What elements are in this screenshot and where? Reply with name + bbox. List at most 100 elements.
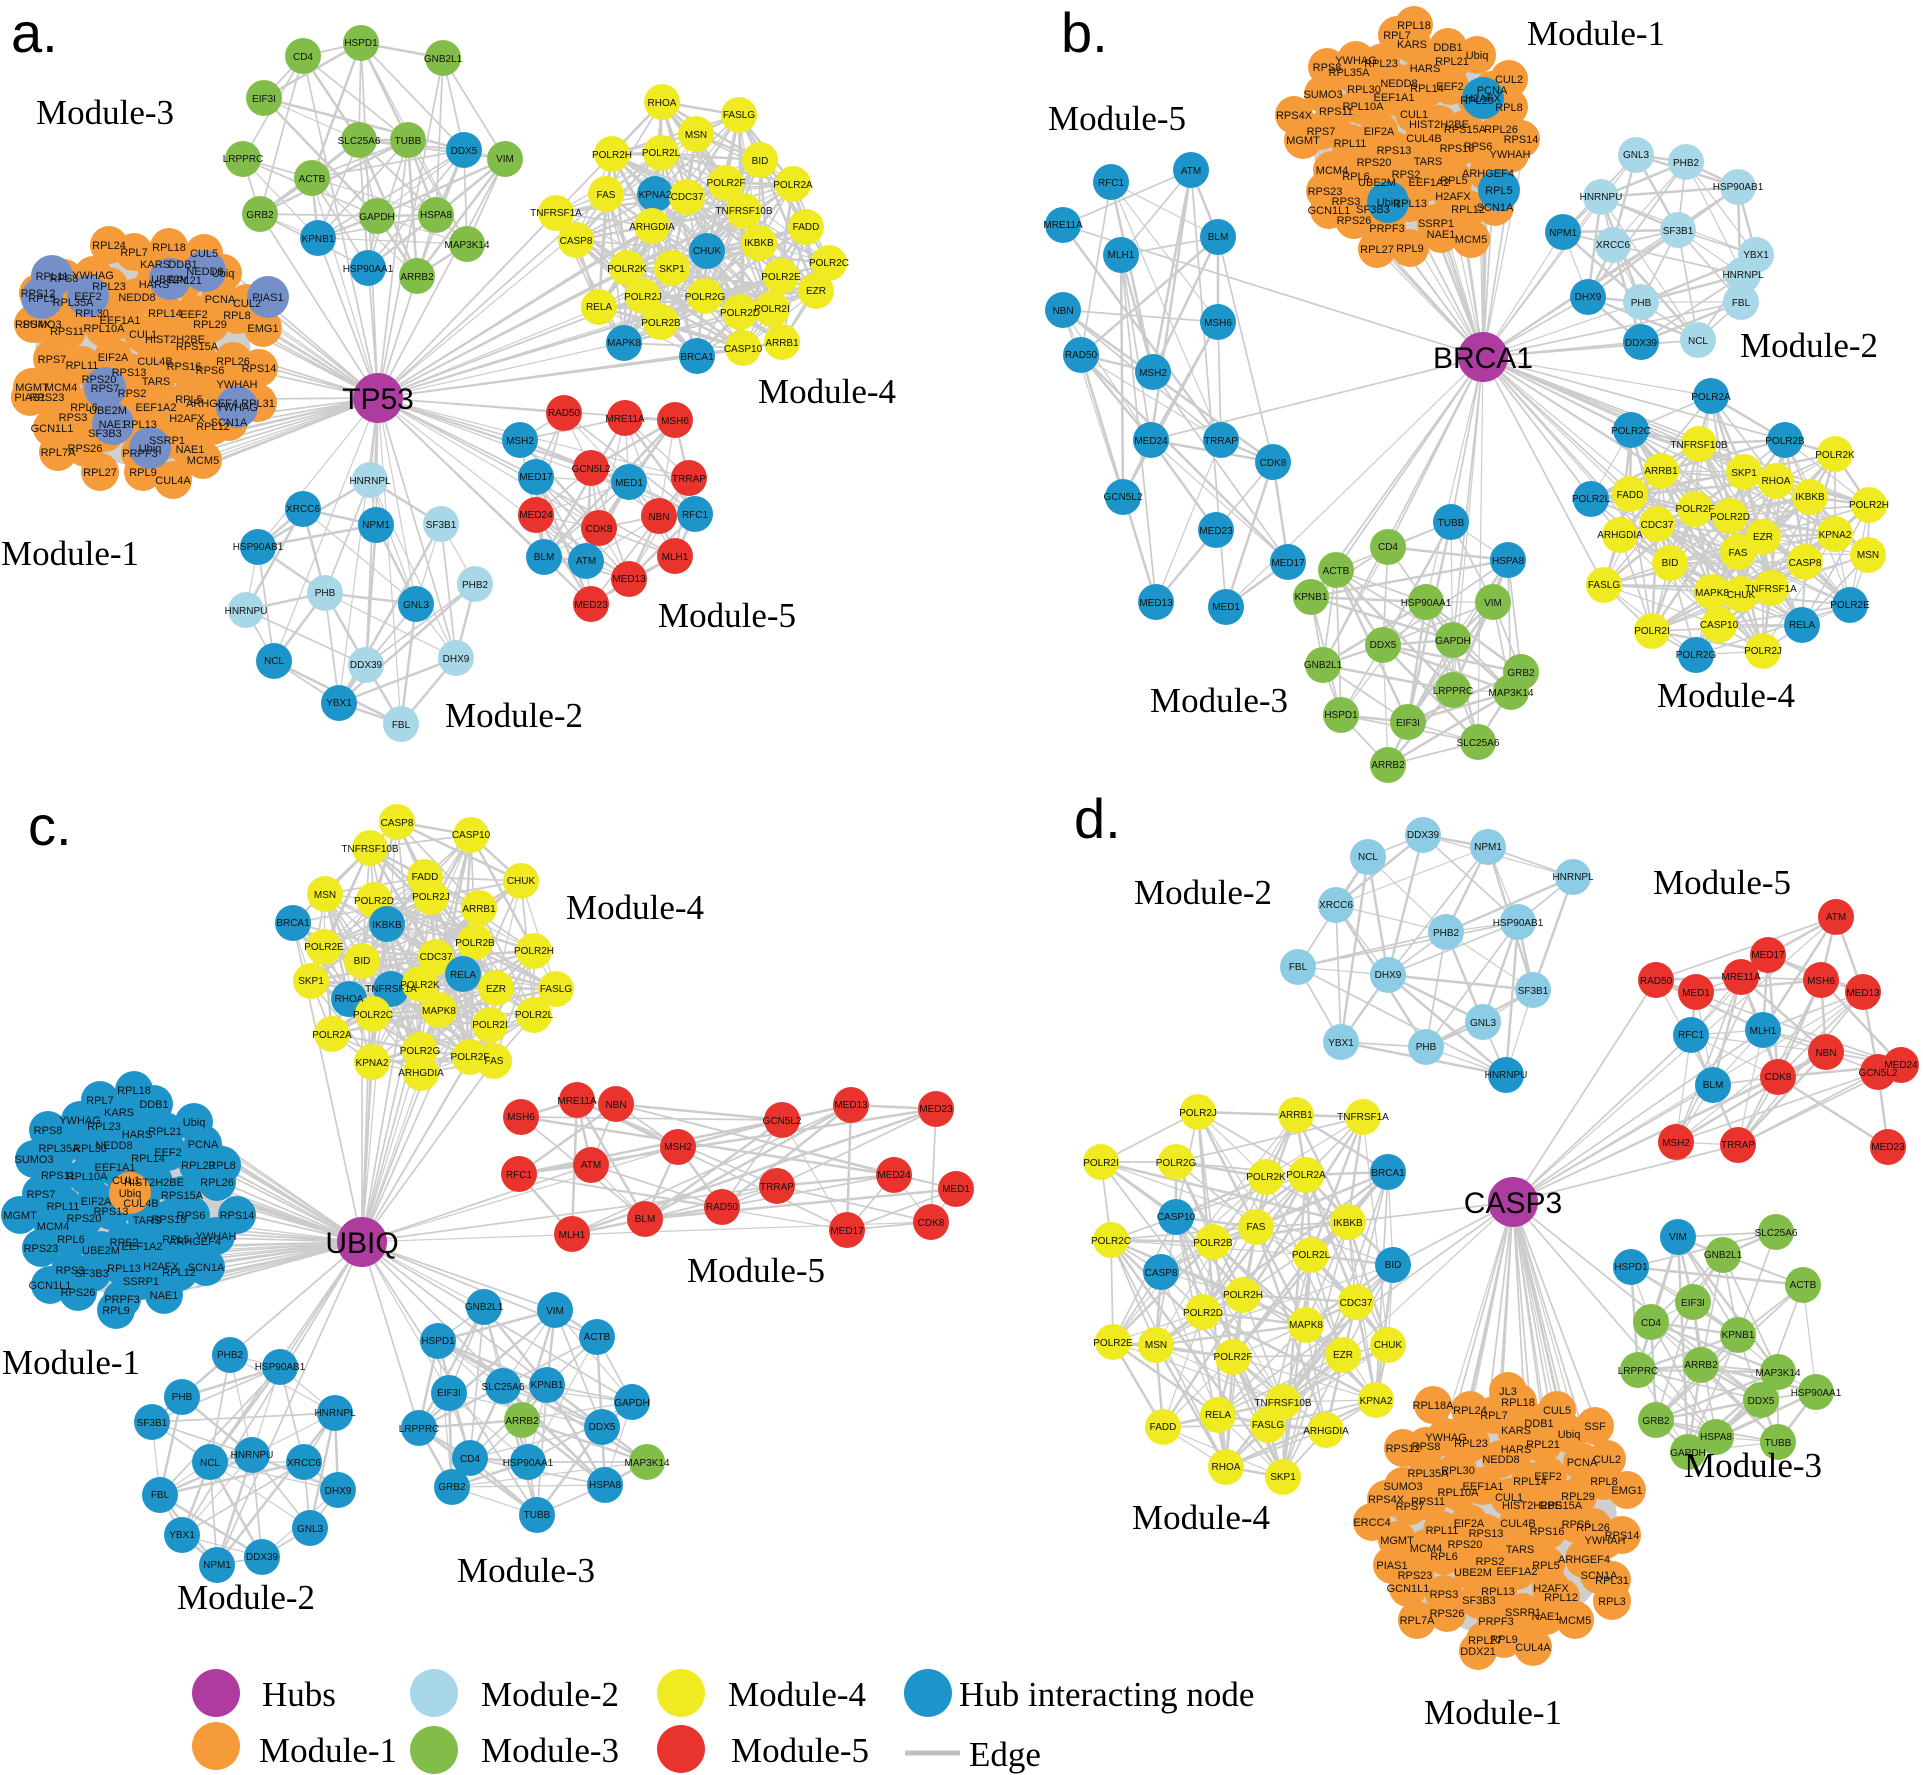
svg-text:CUL1: CUL1 — [1400, 109, 1428, 121]
svg-text:RPL31: RPL31 — [241, 398, 275, 410]
svg-text:PIAS1: PIAS1 — [14, 392, 45, 404]
svg-text:GNB2L1: GNB2L1 — [465, 1302, 504, 1313]
svg-text:RPL18: RPL18 — [117, 1085, 151, 1097]
svg-text:IKBKB: IKBKB — [372, 920, 402, 931]
svg-text:RPL11: RPL11 — [66, 360, 99, 372]
svg-text:YBX1: YBX1 — [326, 698, 352, 709]
svg-text:POLR2B: POLR2B — [1765, 436, 1805, 447]
svg-text:CUL2: CUL2 — [1495, 74, 1523, 86]
svg-text:RPL18: RPL18 — [1397, 20, 1431, 32]
svg-text:CHUK: CHUK — [507, 876, 536, 887]
svg-text:CASP8: CASP8 — [1789, 558, 1822, 569]
svg-text:BRCA1: BRCA1 — [680, 352, 714, 363]
svg-text:MAP3K14: MAP3K14 — [1755, 1368, 1800, 1379]
svg-text:H2AFX: H2AFX — [143, 1261, 179, 1273]
svg-text:ATM: ATM — [1826, 912, 1846, 923]
svg-text:DDB1: DDB1 — [139, 1099, 168, 1111]
svg-text:EEF1A1: EEF1A1 — [1374, 92, 1415, 104]
svg-text:TARS: TARS — [133, 1215, 162, 1227]
svg-text:PHB2: PHB2 — [1433, 928, 1460, 939]
svg-text:SUMO3: SUMO3 — [1383, 1481, 1422, 1493]
svg-text:SF3B3: SF3B3 — [75, 1268, 109, 1280]
svg-text:RPS20: RPS20 — [1448, 1539, 1483, 1551]
svg-text:MCM4: MCM4 — [1410, 1543, 1442, 1555]
svg-text:RPL6: RPL6 — [70, 402, 98, 414]
svg-text:EZR: EZR — [806, 286, 826, 297]
svg-text:BLM: BLM — [635, 1214, 656, 1225]
svg-text:RPS2: RPS2 — [110, 1237, 139, 1249]
svg-text:CD4: CD4 — [293, 52, 313, 63]
svg-text:EIF3I: EIF3I — [1681, 1298, 1705, 1309]
svg-text:Module-5: Module-5 — [687, 1251, 825, 1290]
svg-text:SSRP1: SSRP1 — [123, 1276, 159, 1288]
svg-text:POLR2G: POLR2G — [400, 1046, 441, 1057]
svg-text:KPNB1: KPNB1 — [1722, 1330, 1755, 1341]
svg-text:RPL9: RPL9 — [1490, 1634, 1518, 1646]
svg-text:EEF1A2: EEF1A2 — [136, 402, 177, 414]
svg-text:RPS13: RPS13 — [1469, 1528, 1504, 1540]
svg-text:MCM4: MCM4 — [45, 382, 77, 394]
svg-text:ARHGEF4: ARHGEF4 — [1558, 1554, 1610, 1566]
svg-text:HNRNPU: HNRNPU — [1580, 192, 1623, 203]
svg-text:RPS4X: RPS4X — [1368, 1494, 1405, 1506]
svg-text:HSP90AA1: HSP90AA1 — [343, 264, 394, 275]
svg-text:Module-3: Module-3 — [457, 1551, 595, 1590]
svg-text:CUL4A: CUL4A — [155, 475, 191, 487]
svg-text:MCM5: MCM5 — [1559, 1615, 1591, 1627]
svg-text:RPS11: RPS11 — [50, 326, 84, 338]
svg-text:KPNA2: KPNA2 — [639, 190, 672, 201]
svg-text:ARRB2: ARRB2 — [505, 1416, 539, 1427]
svg-text:ARHGEF4: ARHGEF4 — [169, 1236, 221, 1248]
svg-text:POLR2H: POLR2H — [592, 150, 632, 161]
svg-text:SUMO3: SUMO3 — [22, 319, 61, 331]
svg-text:RPL13: RPL13 — [123, 419, 157, 431]
svg-text:RFC1: RFC1 — [682, 510, 709, 521]
svg-text:d.: d. — [1074, 787, 1121, 850]
svg-text:RPS14: RPS14 — [1605, 1530, 1640, 1542]
svg-text:RFC1: RFC1 — [1678, 1030, 1705, 1041]
svg-text:SUMO3: SUMO3 — [1303, 89, 1342, 101]
svg-text:RPL5: RPL5 — [1440, 175, 1468, 187]
svg-text:KPNB1: KPNB1 — [302, 234, 335, 245]
svg-text:POLR2H: POLR2H — [1849, 500, 1889, 511]
svg-text:MED24: MED24 — [1884, 1060, 1918, 1071]
svg-text:RPS3: RPS3 — [56, 1265, 85, 1277]
svg-text:CASP8: CASP8 — [381, 818, 414, 829]
svg-text:YWHAH: YWHAH — [196, 1231, 237, 1243]
svg-text:EEF2: EEF2 — [1534, 1471, 1562, 1483]
svg-text:MED13: MED13 — [1846, 988, 1880, 999]
svg-text:Hub interacting node: Hub interacting node — [959, 1675, 1254, 1714]
svg-text:CUL4B: CUL4B — [137, 356, 172, 368]
svg-text:BRCA1: BRCA1 — [1433, 342, 1533, 375]
svg-text:CUL2: CUL2 — [1593, 1454, 1621, 1466]
svg-text:RPS8: RPS8 — [1412, 1441, 1441, 1453]
svg-text:EIF2A: EIF2A — [81, 1196, 112, 1208]
svg-text:DDX5: DDX5 — [1748, 1396, 1775, 1407]
svg-text:ACTB: ACTB — [584, 1332, 611, 1343]
svg-text:RPS6: RPS6 — [196, 365, 225, 377]
svg-text:RPL6: RPL6 — [1342, 171, 1370, 183]
svg-text:EZR: EZR — [1333, 1350, 1353, 1361]
svg-text:RPL8: RPL8 — [1495, 102, 1523, 114]
svg-text:RPL31: RPL31 — [1595, 1575, 1629, 1587]
svg-text:EIF2A: EIF2A — [1454, 1518, 1485, 1530]
svg-text:CUL1: CUL1 — [129, 329, 157, 341]
svg-text:MLH1: MLH1 — [1750, 1026, 1777, 1037]
svg-text:NPM1: NPM1 — [1474, 842, 1502, 853]
svg-text:RPL11: RPL11 — [1426, 1525, 1459, 1537]
svg-text:KPNB1: KPNB1 — [1295, 592, 1328, 603]
svg-text:CASP3: CASP3 — [1464, 1187, 1562, 1220]
svg-text:GNB2L1: GNB2L1 — [424, 54, 463, 65]
svg-text:ATM: ATM — [576, 556, 596, 567]
svg-text:FADD: FADD — [412, 872, 439, 883]
svg-text:TUBB: TUBB — [395, 136, 422, 147]
svg-text:EEF1A1: EEF1A1 — [100, 315, 141, 327]
svg-text:KARS: KARS — [1501, 1425, 1531, 1437]
svg-text:SKP1: SKP1 — [659, 264, 685, 275]
svg-text:H2AFX: H2AFX — [1533, 1583, 1569, 1595]
svg-text:MRE11A: MRE11A — [557, 1096, 597, 1107]
svg-text:c.: c. — [28, 794, 72, 857]
svg-text:EEF1A2: EEF1A2 — [122, 1241, 163, 1253]
svg-text:ACTB: ACTB — [299, 174, 326, 185]
svg-text:HSPD1: HSPD1 — [344, 38, 378, 49]
